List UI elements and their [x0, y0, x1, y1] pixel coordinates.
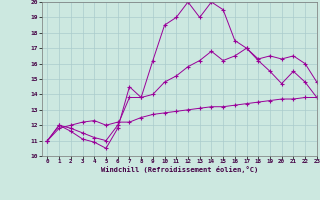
- X-axis label: Windchill (Refroidissement éolien,°C): Windchill (Refroidissement éolien,°C): [100, 166, 258, 173]
